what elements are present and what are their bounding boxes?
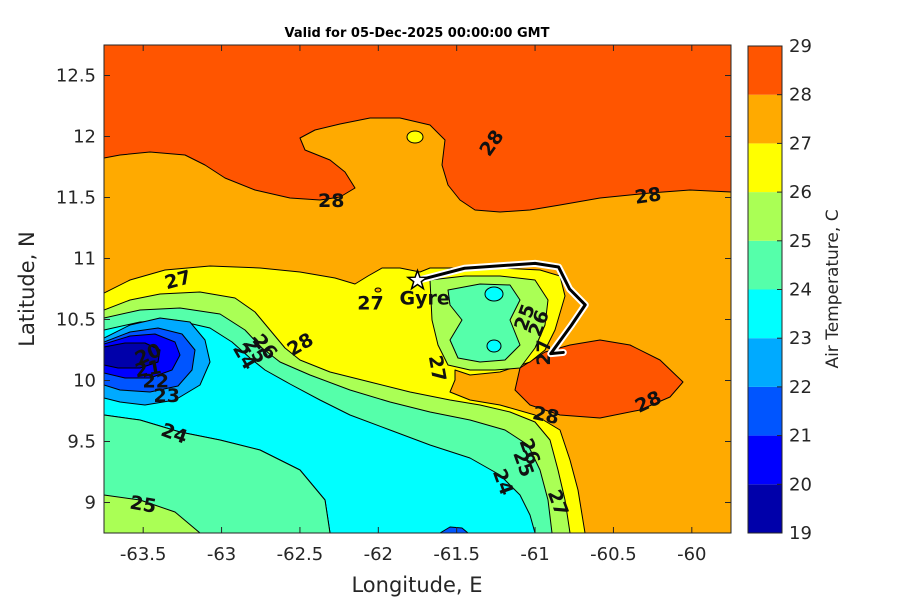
plot-frame [103, 44, 732, 534]
x-tick-label: -61 [520, 544, 549, 565]
colorbar: 19 20 21 22 23 24 25 26 27 28 29 [747, 36, 812, 544]
colorbar-swatch [748, 192, 782, 241]
y-tick-label: 9 [85, 493, 96, 514]
colorbar-tick-label: 25 [789, 231, 812, 252]
band-24-25-southwest [104, 414, 331, 533]
colorbar-tick-label: 22 [789, 377, 812, 398]
contour-label: 28 [318, 190, 344, 212]
y-tick-label: 9.5 [67, 432, 96, 453]
chart-title: Valid for 05-Dec-2025 00:00:00 GMT [285, 26, 550, 41]
band-19-20 [104, 342, 161, 369]
x-tick-label: -62.5 [277, 544, 324, 565]
colorbar-tick-label: 29 [789, 36, 812, 57]
track-line [416, 261, 587, 356]
contour-label: 28 [633, 183, 662, 208]
contour-label: 25 [128, 492, 158, 518]
colorbar-tick-label: 26 [789, 182, 812, 203]
band-25-26-southwest [104, 494, 201, 533]
contour-label: 27 [424, 354, 450, 384]
y-axis-title: Latitude, N [15, 231, 39, 347]
colorbar-swatch [748, 338, 782, 387]
y-tick-label: 10.5 [56, 310, 96, 331]
contour-label: 21 [133, 356, 163, 382]
colorbar-swatch [748, 386, 782, 436]
band-23-cell-south [439, 526, 469, 533]
station-star-icon [405, 268, 430, 291]
colorbar-swatch [748, 435, 782, 485]
station-overlay: Gyre [400, 259, 589, 358]
contour-label: 22 [143, 371, 169, 393]
y-tick-label: 12.5 [56, 66, 96, 87]
y-axis: 9 9.5 10 10.5 11 11.5 12 12.5 [56, 66, 731, 514]
colorbar-tick-label: 20 [789, 474, 812, 495]
x-tick-label: -60 [677, 544, 706, 565]
contour-label: 23 [153, 385, 179, 407]
band-24-25-eye [447, 283, 521, 363]
colorbar-swatch [748, 46, 782, 95]
y-tick-label: 10 [73, 371, 96, 392]
x-axis: -63.5 -63 -62.5 -62 -61.5 -61 -60.5 -60 [120, 45, 707, 565]
band-24-cell-lower [486, 339, 502, 353]
y-tick-label: 11 [73, 249, 96, 270]
colorbar-swatch [748, 143, 782, 193]
x-axis-title: Longitude, E [351, 573, 482, 597]
contour-field [104, 45, 731, 533]
station-label: Gyre [400, 287, 450, 309]
colorbar-swatch [748, 289, 782, 339]
contour-label: 27 [357, 292, 383, 314]
band-28-east [514, 339, 684, 419]
y-tick-label: 12 [73, 127, 96, 148]
colorbar-tick-label: 24 [789, 280, 812, 301]
contour-label: 27 [533, 339, 555, 365]
x-tick-label: -61.5 [433, 544, 480, 565]
y-tick-label: 11.5 [56, 188, 96, 209]
colorbar-swatch [748, 94, 782, 144]
colorbar-tick-label: 21 [789, 426, 812, 447]
band-28-cell-north [406, 130, 424, 144]
band-24-cell-upper [484, 286, 504, 302]
band-28-north [104, 45, 731, 213]
colorbar-tick-label: 19 [789, 523, 812, 544]
x-tick-label: -63 [207, 544, 236, 565]
x-tick-label: -60.5 [590, 544, 637, 565]
colorbar-tick-label: 27 [789, 133, 812, 154]
colorbar-tick-label: 28 [789, 85, 812, 106]
colorbar-swatch [748, 484, 782, 533]
contour-label: 28 [531, 402, 561, 429]
band-27-cell-center [374, 287, 382, 293]
colorbar-swatch [748, 240, 782, 290]
colorbar-title: Air Temperature, C [823, 209, 843, 368]
x-tick-label: -62 [364, 544, 393, 565]
x-tick-label: -63.5 [120, 544, 167, 565]
colorbar-tick-label: 23 [789, 328, 812, 349]
